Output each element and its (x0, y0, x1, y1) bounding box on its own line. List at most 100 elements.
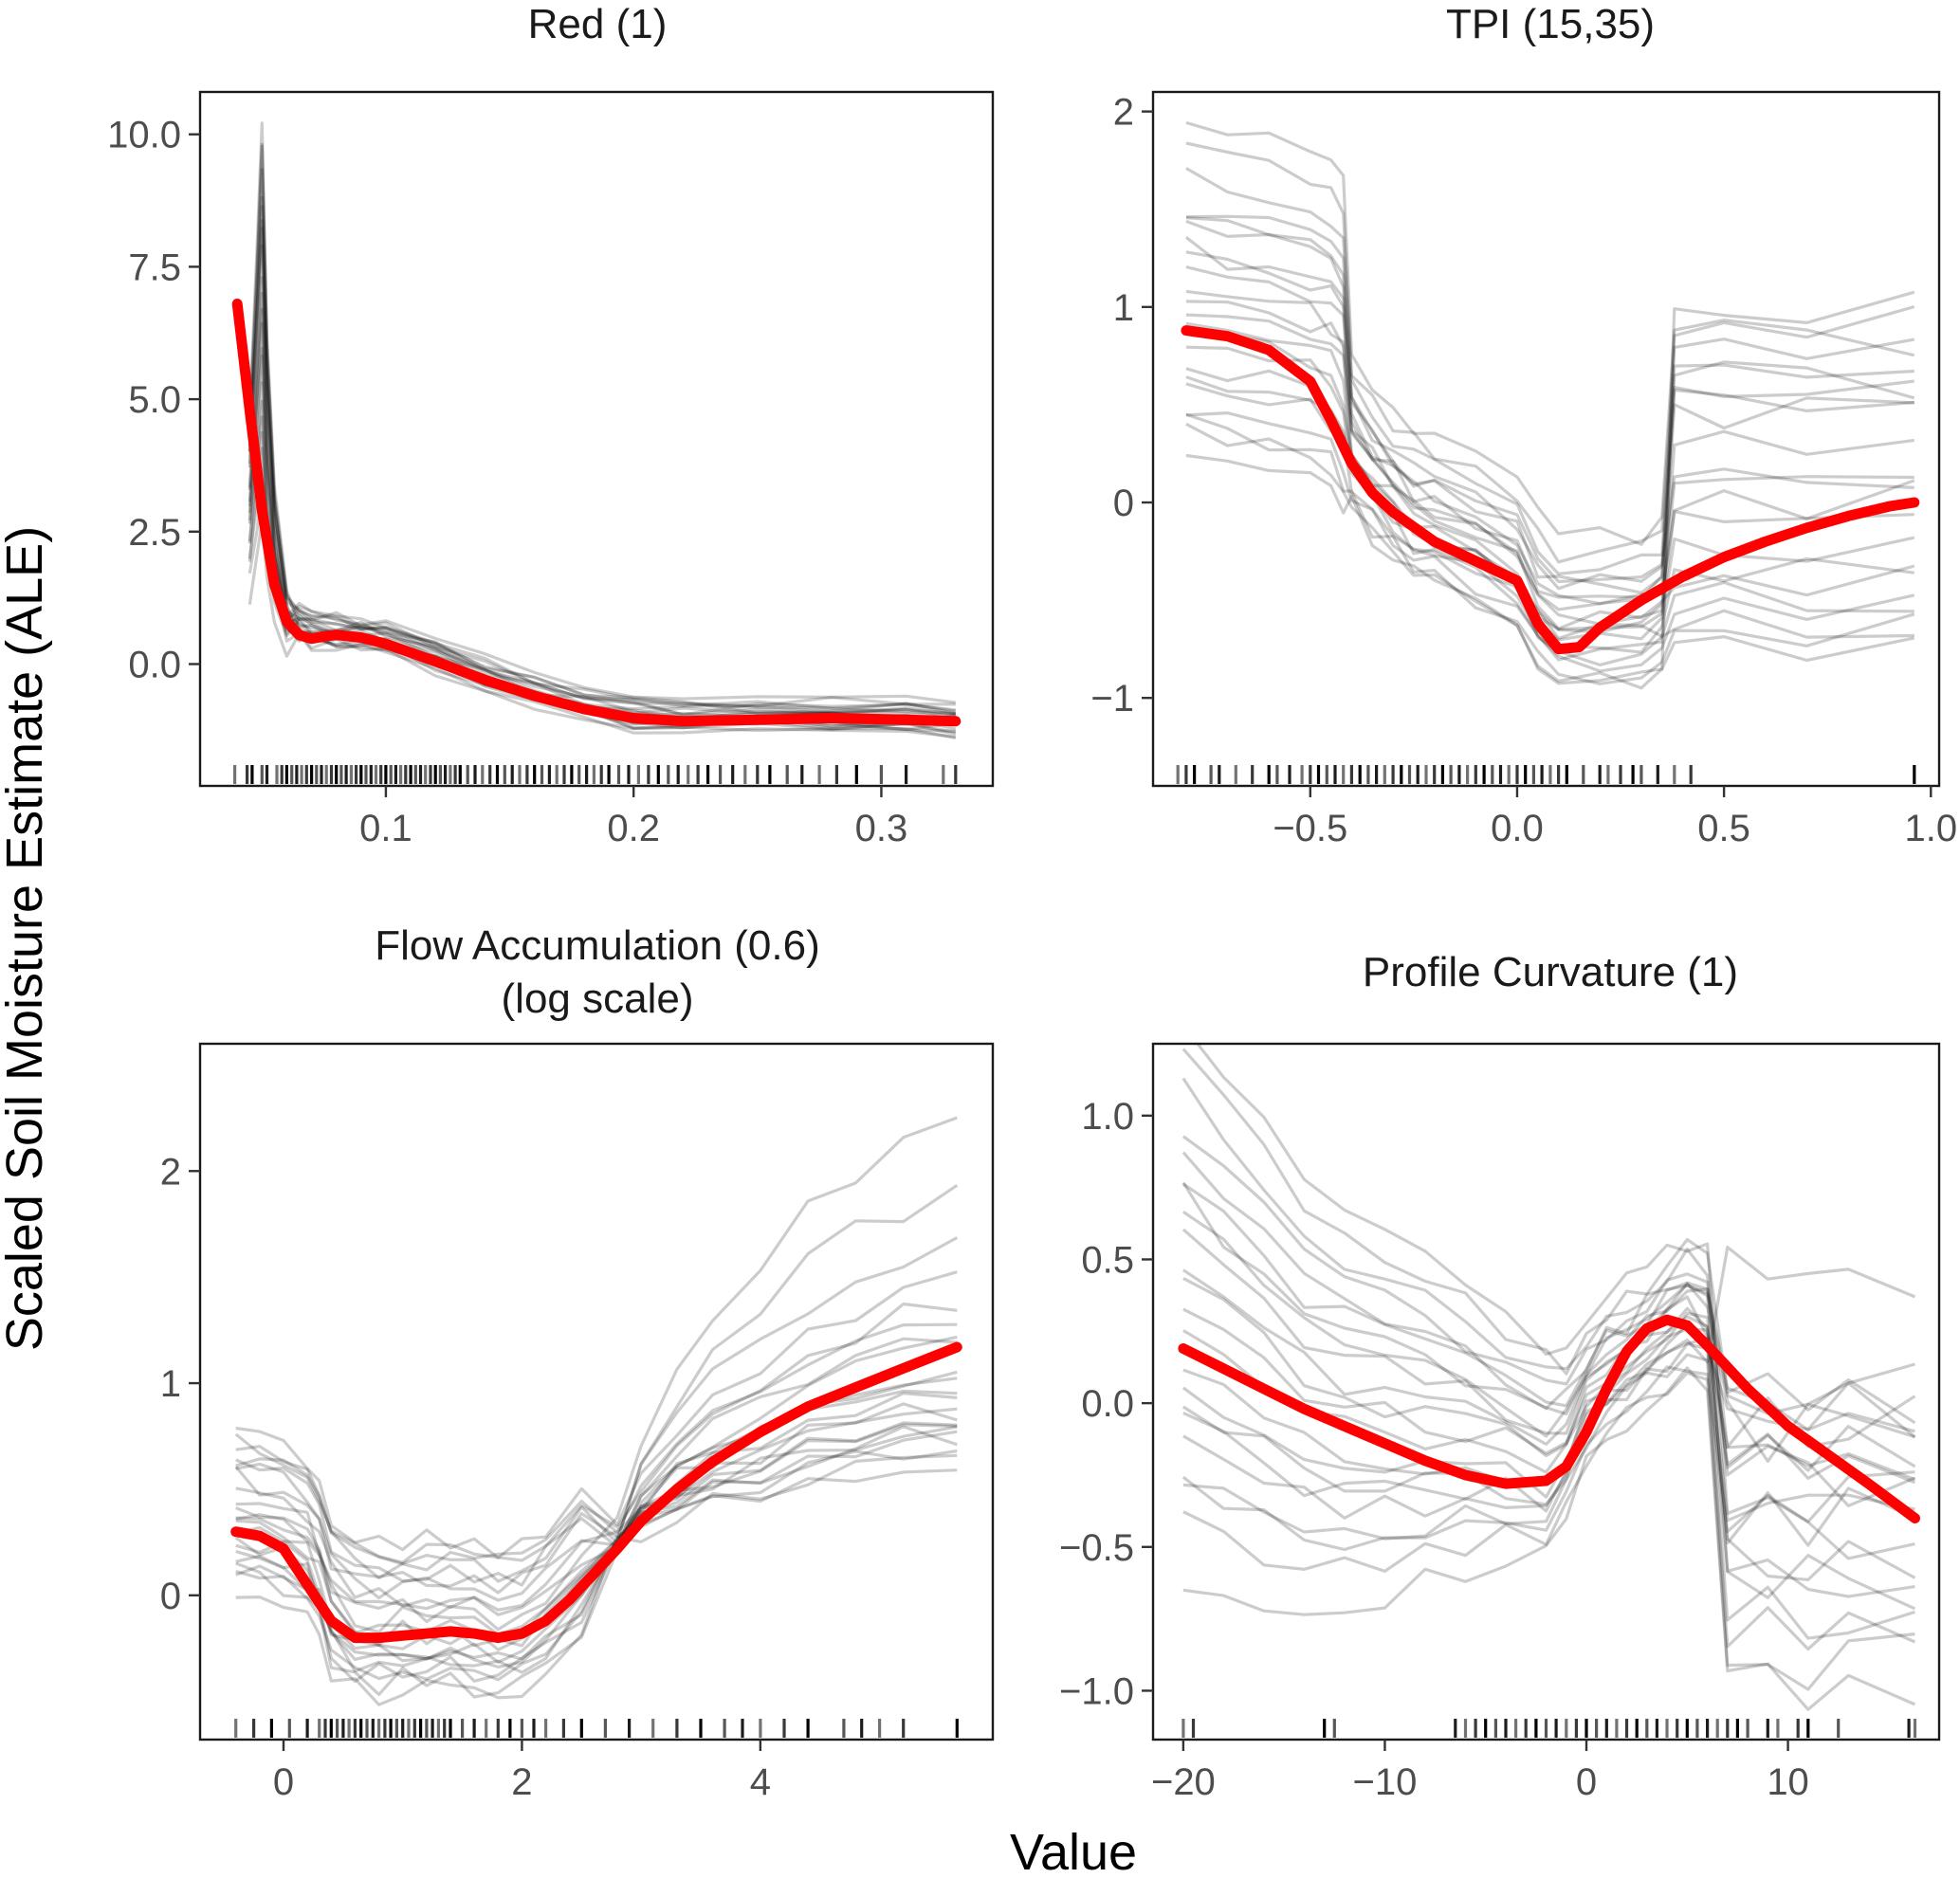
x-tick-label: 0.2 (607, 808, 660, 849)
ice-line (247, 276, 957, 726)
y-tick-label: 7.5 (128, 246, 181, 288)
ice-line (1185, 289, 1915, 626)
ice-line (247, 227, 956, 733)
ice-line (1185, 411, 1915, 673)
ice-line (235, 1423, 958, 1651)
x-tick-label: −0.5 (1273, 808, 1347, 849)
ale-curve (231, 299, 962, 727)
ice-line (247, 430, 956, 728)
ale-curve (1178, 1314, 1920, 1523)
ice-line (247, 381, 956, 720)
y-tick-label: 1 (160, 1363, 181, 1405)
ice-line (1185, 214, 1915, 591)
panel-subtitle: (log scale) (502, 975, 694, 1022)
ice-line (1185, 167, 1914, 576)
ice-line (1185, 265, 1914, 611)
y-tick-label: 0.5 (1081, 1239, 1134, 1281)
ice-line (247, 219, 956, 708)
ice-line (1185, 141, 1915, 564)
y-tick-label: 1.0 (1081, 1096, 1134, 1138)
ice-line (235, 1392, 958, 1616)
ale-curve (230, 1341, 962, 1644)
panel-red: Red (1) 0.1 0.2 0.3 0.0 2.5 5.0 7.5 10.0 (107, 1, 995, 849)
x-tick-label: 0 (273, 1761, 294, 1803)
panel-frame (1151, 1042, 1941, 1741)
y-tick-label: −1 (1090, 678, 1134, 720)
ice-line (247, 142, 956, 717)
y-tick-label: 5.0 (128, 379, 181, 421)
ice-line (1182, 1327, 1916, 1582)
x-tick-label: 0.3 (855, 808, 908, 849)
ice-line (247, 321, 957, 720)
ice-line (247, 354, 957, 731)
ice-line (247, 291, 957, 716)
y-tick-label: 0 (1113, 483, 1134, 524)
panel-frame (1151, 90, 1941, 788)
y-tick-label: 0.0 (1081, 1383, 1134, 1425)
ice-line (234, 1302, 958, 1564)
ice-line (1185, 313, 1914, 634)
plot-area (231, 121, 962, 784)
panel-title: Profile Curvature (1) (1363, 949, 1738, 995)
ice-line (1181, 1228, 1915, 1464)
ice-line (1185, 250, 1914, 599)
ice-line (1182, 1307, 1915, 1522)
ice-line (247, 168, 956, 719)
ice-line (247, 447, 956, 717)
ice-line (235, 1335, 958, 1587)
ice-line (247, 307, 957, 734)
ice-line (247, 483, 956, 725)
ice-line (1181, 1365, 1915, 1552)
x-tick-label: −20 (1151, 1761, 1216, 1803)
y-tick-label: 2 (1113, 92, 1134, 134)
ice-line (235, 1322, 958, 1572)
y-tick-label: 2.5 (128, 512, 181, 554)
plot-area (230, 1116, 962, 1738)
ice-line (1185, 321, 1915, 631)
plot-area (1178, 1044, 1920, 1738)
y-tick-label: 2 (160, 1151, 181, 1193)
ice-line (235, 1421, 958, 1674)
panel-tpi: TPI (15,35) −0.5 0.0 0.5 1.0 −1 0 1 2 (1090, 1, 1957, 849)
ice-line (235, 1116, 958, 1632)
ice-line (1182, 1210, 1915, 1598)
ale-curve (1181, 325, 1920, 655)
ice-line (1181, 1135, 1916, 1508)
panel-frame (198, 90, 995, 788)
x-tick-label: 10 (1767, 1761, 1809, 1803)
ice-line (1185, 305, 1915, 690)
ice-line (235, 1468, 958, 1706)
x-axis-label: Value (1010, 1824, 1137, 1878)
y-tick-label: 1 (1113, 287, 1134, 329)
ice-line (235, 1337, 958, 1583)
panel-title: Red (1) (528, 1, 668, 47)
ice-line (1185, 453, 1915, 685)
y-tick-label: 0.0 (128, 644, 181, 685)
ice-line (1182, 1371, 1915, 1691)
ice-line (1185, 120, 1915, 546)
y-axis-label: Scaled Soil Moisture Estimate (ALE) (0, 526, 53, 1351)
x-tick-label: 2 (511, 1761, 532, 1803)
ice-line (235, 1270, 958, 1559)
ice-line (235, 1236, 959, 1682)
ice-line (247, 399, 957, 713)
ice-line (247, 205, 957, 736)
ice-line (247, 415, 956, 738)
ice-line (1181, 1077, 1916, 1482)
ice-line (1181, 1181, 1915, 1433)
x-tick-label: 0.1 (359, 808, 412, 849)
ice-line (1185, 216, 1914, 584)
ice-line (1185, 412, 1915, 685)
panel-title: TPI (15,35) (1446, 1, 1655, 47)
ice-line (247, 346, 957, 704)
y-tick-label: 0 (160, 1576, 181, 1617)
panel-title: Flow Accumulation (0.6) (375, 922, 820, 969)
ice-line (1184, 236, 1914, 606)
x-tick-label: 0.0 (1491, 808, 1544, 849)
x-tick-label: 0.5 (1697, 808, 1750, 849)
y-tick-label: −0.5 (1059, 1527, 1134, 1569)
ice-line (247, 520, 957, 739)
panel-frame (198, 1042, 995, 1741)
ice-line (1182, 1337, 1916, 1611)
